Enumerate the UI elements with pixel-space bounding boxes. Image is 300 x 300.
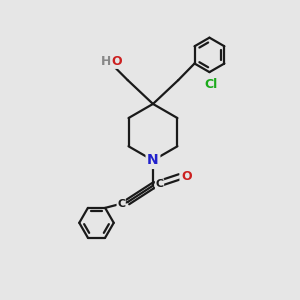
- Text: N: N: [147, 153, 159, 167]
- Text: C: C: [155, 179, 164, 189]
- Text: O: O: [111, 55, 122, 68]
- Text: C: C: [117, 199, 125, 209]
- Text: O: O: [181, 170, 192, 183]
- Text: H: H: [101, 55, 111, 68]
- Text: Cl: Cl: [204, 78, 218, 91]
